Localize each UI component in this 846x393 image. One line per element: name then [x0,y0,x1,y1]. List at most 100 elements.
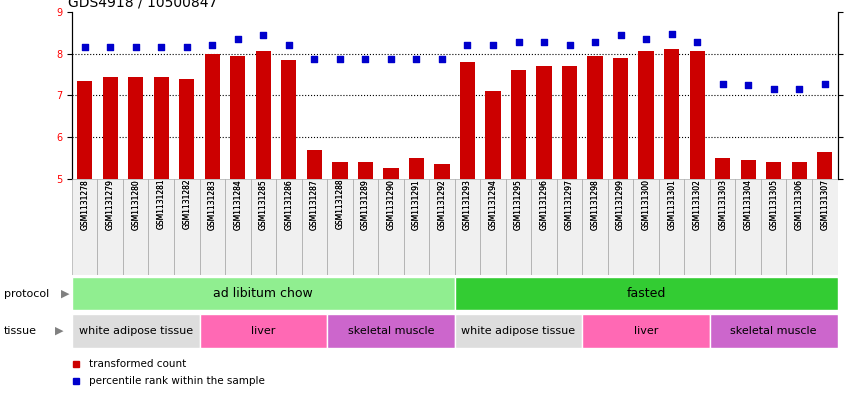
Text: GSM1131302: GSM1131302 [693,179,701,230]
Bar [639,51,654,179]
Bar [792,162,807,179]
Text: GSM1131280: GSM1131280 [131,179,140,230]
Text: ▶: ▶ [55,326,63,336]
Point [282,42,295,48]
Text: GSM1131289: GSM1131289 [361,179,370,230]
Point [512,39,525,45]
Point [486,42,500,48]
Bar [276,179,301,275]
Bar [664,50,679,179]
Text: GSM1131279: GSM1131279 [106,179,115,230]
Text: white adipose tissue: white adipose tissue [461,326,575,336]
Bar [684,179,710,275]
Bar [154,77,169,179]
Bar [486,91,501,179]
Point [563,42,576,48]
Bar [582,179,607,275]
Text: GSM1131304: GSM1131304 [744,179,753,230]
Text: GSM1131280: GSM1131280 [131,179,140,230]
Bar [149,179,174,275]
Text: GSM1131300: GSM1131300 [641,179,651,230]
Bar [200,314,327,348]
Bar [301,179,327,275]
Text: GSM1131282: GSM1131282 [182,179,191,230]
Bar [710,314,838,348]
Bar [225,179,250,275]
Bar [557,179,582,275]
Text: GSM1131290: GSM1131290 [387,179,395,230]
Text: GSM1131301: GSM1131301 [667,179,676,230]
Text: GSM1131292: GSM1131292 [437,179,447,230]
Text: white adipose tissue: white adipose tissue [79,326,193,336]
Text: GSM1131307: GSM1131307 [821,179,829,230]
Text: protocol: protocol [4,289,49,299]
Bar [102,77,118,179]
Bar [735,179,761,275]
Bar [481,179,506,275]
Text: GSM1131288: GSM1131288 [335,179,344,230]
Text: GSM1131284: GSM1131284 [233,179,242,230]
Point [537,39,551,45]
Text: GSM1131305: GSM1131305 [769,179,778,230]
Bar [562,66,577,179]
Bar [607,179,634,275]
Bar [812,179,838,275]
Bar [307,150,322,179]
Bar [332,162,348,179]
Bar [715,158,730,179]
Bar [72,314,200,348]
Bar [230,56,245,179]
Bar [179,79,195,179]
Text: GSM1131286: GSM1131286 [284,179,294,230]
Text: skeletal muscle: skeletal muscle [348,326,434,336]
Text: skeletal muscle: skeletal muscle [730,326,817,336]
Text: percentile rank within the sample: percentile rank within the sample [89,376,265,386]
Point [435,55,448,62]
Bar [613,58,629,179]
Bar [378,179,404,275]
Text: GSM1131291: GSM1131291 [412,179,421,230]
Point [665,30,678,37]
Bar [72,179,97,275]
Text: GSM1131285: GSM1131285 [259,179,268,230]
Point [818,81,832,87]
Text: GSM1131287: GSM1131287 [310,179,319,230]
Text: GSM1131279: GSM1131279 [106,179,115,230]
Text: GSM1131296: GSM1131296 [540,179,548,230]
Text: transformed count: transformed count [89,358,186,369]
Text: GSM1131303: GSM1131303 [718,179,728,230]
Text: GSM1131290: GSM1131290 [387,179,395,230]
Text: GSM1131298: GSM1131298 [591,179,600,230]
Bar [255,51,271,179]
Bar [787,179,812,275]
Text: GSM1131287: GSM1131287 [310,179,319,230]
Point [640,35,653,42]
Text: GSM1131295: GSM1131295 [514,179,523,230]
Point [690,39,704,45]
Bar [766,162,782,179]
Bar [817,152,832,179]
Text: tissue: tissue [4,326,37,336]
Bar [455,179,481,275]
Text: GSM1131281: GSM1131281 [157,179,166,230]
Text: GSM1131283: GSM1131283 [208,179,217,230]
Bar [455,277,838,310]
Bar [72,277,455,310]
Bar [77,81,92,179]
Text: GSM1131292: GSM1131292 [437,179,447,230]
Bar [761,179,787,275]
Text: GSM1131302: GSM1131302 [693,179,701,230]
Bar [205,53,220,179]
Text: GSM1131294: GSM1131294 [488,179,497,230]
Bar [281,60,296,179]
Text: GSM1131285: GSM1131285 [259,179,268,230]
Point [206,42,219,48]
Point [333,55,347,62]
Text: ad libitum chow: ad libitum chow [213,287,313,300]
Bar [174,179,200,275]
Text: GSM1131288: GSM1131288 [335,179,344,230]
Text: GSM1131294: GSM1131294 [488,179,497,230]
Bar [404,179,429,275]
Text: GSM1131293: GSM1131293 [463,179,472,230]
Bar [536,66,552,179]
